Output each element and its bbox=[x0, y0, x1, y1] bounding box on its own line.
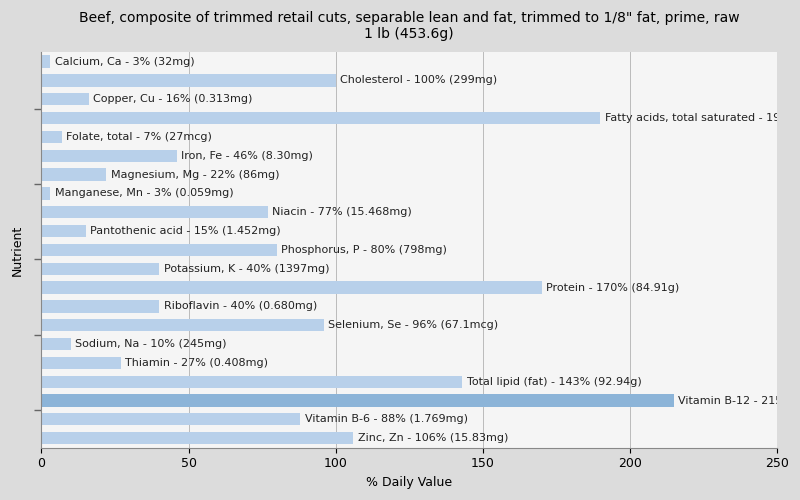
Text: Vitamin B-12 - 215% (12.88mcg): Vitamin B-12 - 215% (12.88mcg) bbox=[678, 396, 800, 406]
Text: Thiamin - 27% (0.408mg): Thiamin - 27% (0.408mg) bbox=[126, 358, 268, 368]
Text: Sodium, Na - 10% (245mg): Sodium, Na - 10% (245mg) bbox=[75, 339, 227, 349]
Text: Selenium, Se - 96% (67.1mcg): Selenium, Se - 96% (67.1mcg) bbox=[328, 320, 498, 330]
Bar bbox=[42, 394, 674, 406]
Bar bbox=[42, 282, 542, 294]
Bar bbox=[42, 262, 159, 275]
Text: Phosphorus, P - 80% (798mg): Phosphorus, P - 80% (798mg) bbox=[282, 245, 447, 255]
Bar bbox=[42, 300, 159, 312]
Text: Copper, Cu - 16% (0.313mg): Copper, Cu - 16% (0.313mg) bbox=[93, 94, 252, 104]
Bar bbox=[42, 131, 62, 143]
Text: Iron, Fe - 46% (8.30mg): Iron, Fe - 46% (8.30mg) bbox=[182, 151, 313, 161]
Text: Riboflavin - 40% (0.680mg): Riboflavin - 40% (0.680mg) bbox=[163, 302, 317, 312]
Bar bbox=[42, 168, 106, 180]
Bar bbox=[42, 225, 86, 237]
Bar bbox=[42, 56, 50, 68]
Bar bbox=[42, 413, 300, 426]
Title: Beef, composite of trimmed retail cuts, separable lean and fat, trimmed to 1/8" : Beef, composite of trimmed retail cuts, … bbox=[79, 11, 739, 42]
Text: Folate, total - 7% (27mcg): Folate, total - 7% (27mcg) bbox=[66, 132, 212, 142]
Text: Vitamin B-6 - 88% (1.769mg): Vitamin B-6 - 88% (1.769mg) bbox=[305, 414, 468, 424]
Text: Pantothenic acid - 15% (1.452mg): Pantothenic acid - 15% (1.452mg) bbox=[90, 226, 281, 236]
Bar bbox=[42, 93, 89, 106]
Text: Fatty acids, total saturated - 190% (37.966g): Fatty acids, total saturated - 190% (37.… bbox=[605, 113, 800, 123]
Bar bbox=[42, 376, 462, 388]
Text: Calcium, Ca - 3% (32mg): Calcium, Ca - 3% (32mg) bbox=[54, 56, 194, 66]
Text: Total lipid (fat) - 143% (92.94g): Total lipid (fat) - 143% (92.94g) bbox=[466, 376, 642, 386]
Bar bbox=[42, 338, 71, 350]
Bar bbox=[42, 74, 336, 86]
Bar bbox=[42, 432, 354, 444]
Bar bbox=[42, 357, 121, 369]
Text: Potassium, K - 40% (1397mg): Potassium, K - 40% (1397mg) bbox=[163, 264, 329, 274]
Bar bbox=[42, 188, 50, 200]
Text: Protein - 170% (84.91g): Protein - 170% (84.91g) bbox=[546, 282, 679, 292]
Bar bbox=[42, 150, 177, 162]
Text: Niacin - 77% (15.468mg): Niacin - 77% (15.468mg) bbox=[273, 207, 412, 217]
Bar bbox=[42, 112, 601, 124]
Text: Cholesterol - 100% (299mg): Cholesterol - 100% (299mg) bbox=[340, 76, 498, 86]
Bar bbox=[42, 319, 324, 332]
Text: Magnesium, Mg - 22% (86mg): Magnesium, Mg - 22% (86mg) bbox=[110, 170, 279, 179]
X-axis label: % Daily Value: % Daily Value bbox=[366, 476, 452, 489]
Text: Zinc, Zn - 106% (15.83mg): Zinc, Zn - 106% (15.83mg) bbox=[358, 433, 508, 443]
Bar bbox=[42, 244, 277, 256]
Text: Manganese, Mn - 3% (0.059mg): Manganese, Mn - 3% (0.059mg) bbox=[54, 188, 234, 198]
Bar bbox=[42, 206, 268, 218]
Y-axis label: Nutrient: Nutrient bbox=[11, 224, 24, 276]
